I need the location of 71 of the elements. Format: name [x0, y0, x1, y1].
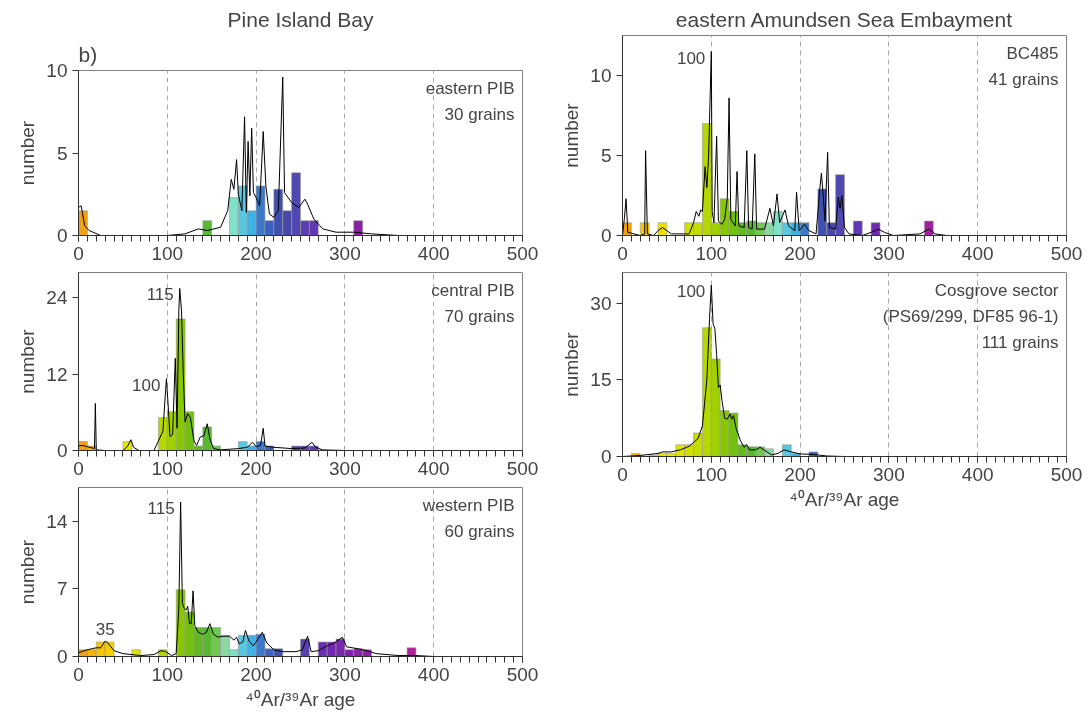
y-tick-label: 12	[46, 363, 68, 385]
annotation: central PIB	[431, 280, 515, 300]
x-tick-label: 100	[151, 663, 184, 685]
y-tick-label: 0	[56, 225, 68, 246]
x-tick-label: 500	[506, 457, 539, 479]
annotation: Cosgrove sector	[934, 280, 1059, 300]
y-tick-label: 0	[56, 646, 68, 667]
annotation: western PIB	[421, 495, 515, 515]
annotation: 100	[676, 282, 706, 302]
x-tick-label: 0	[73, 457, 84, 479]
x-tick-label: 0	[617, 242, 628, 264]
x-axis-title: ⁴⁰Ar/³⁹Ar age	[789, 488, 900, 510]
y-axis-title: number	[17, 328, 39, 394]
annotation: (PS69/299, DF85 96-1)	[882, 306, 1059, 326]
annotation: 115	[147, 498, 175, 518]
annotation: 70 grains	[444, 306, 515, 326]
x-tick-label: 200	[240, 242, 272, 264]
x-tick-label: 200	[784, 242, 816, 264]
y-tick-label: 30	[590, 292, 612, 314]
y-tick-label: 15	[590, 369, 612, 391]
x-tick-label: 0	[73, 242, 84, 264]
y-tick-label: 10	[46, 60, 68, 81]
chart-title: Pine Island Bay	[227, 7, 374, 31]
x-tick-label: 200	[240, 457, 272, 479]
annotation: BC485	[1006, 43, 1059, 63]
annotation: 111 grains	[981, 332, 1059, 352]
x-axis-title: ⁴⁰Ar/³⁹Ar age	[245, 688, 356, 710]
x-tick-label: 500	[506, 663, 539, 685]
y-axis-title: number	[17, 120, 39, 186]
y-tick-label: 0	[56, 440, 68, 461]
x-tick-label: 0	[617, 463, 628, 485]
x-tick-label: 300	[873, 242, 905, 264]
x-tick-label: 300	[329, 242, 361, 264]
annotation: eastern PIB	[425, 78, 515, 98]
y-tick-label: 14	[46, 510, 68, 532]
annotation: 41 grains	[988, 69, 1059, 89]
text: b)	[78, 42, 98, 66]
x-tick-label: 300	[329, 663, 361, 685]
chart-title: eastern Amundsen Sea Embayment	[675, 7, 1013, 31]
annotation: 30 grains	[444, 104, 515, 124]
y-axis-title: number	[17, 539, 39, 605]
x-tick-label: 400	[961, 242, 994, 264]
x-tick-label: 0	[73, 663, 84, 685]
x-tick-label: 500	[1050, 463, 1083, 485]
annotation: 35	[95, 620, 115, 640]
y-tick-label: 7	[56, 578, 68, 600]
y-tick-label: 10	[590, 65, 612, 86]
x-tick-label: 300	[873, 463, 905, 485]
x-tick-label: 200	[784, 463, 816, 485]
x-tick-label: 100	[151, 242, 184, 264]
y-tick-label: 5	[56, 142, 68, 164]
x-tick-label: 500	[1050, 242, 1083, 264]
y-tick-label: 0	[600, 225, 612, 246]
x-tick-label: 500	[506, 242, 539, 264]
x-tick-label: 100	[695, 463, 728, 485]
y-axis-title: number	[561, 102, 583, 168]
x-tick-label: 400	[417, 457, 450, 479]
x-tick-label: 400	[417, 663, 450, 685]
x-tick-label: 400	[417, 242, 450, 264]
annotation: 60 grains	[444, 521, 515, 541]
annotation: 115	[146, 285, 174, 305]
x-tick-label: 100	[695, 242, 728, 264]
y-axis-title: number	[561, 331, 583, 397]
x-tick-label: 200	[240, 663, 272, 685]
x-tick-label: 400	[961, 463, 994, 485]
y-tick-label: 5	[600, 145, 612, 166]
x-tick-label: 100	[151, 457, 184, 479]
annotation: 100	[676, 48, 706, 68]
x-tick-label: 300	[329, 457, 361, 479]
annotation: 100	[132, 375, 161, 395]
y-tick-label: 24	[46, 287, 68, 309]
